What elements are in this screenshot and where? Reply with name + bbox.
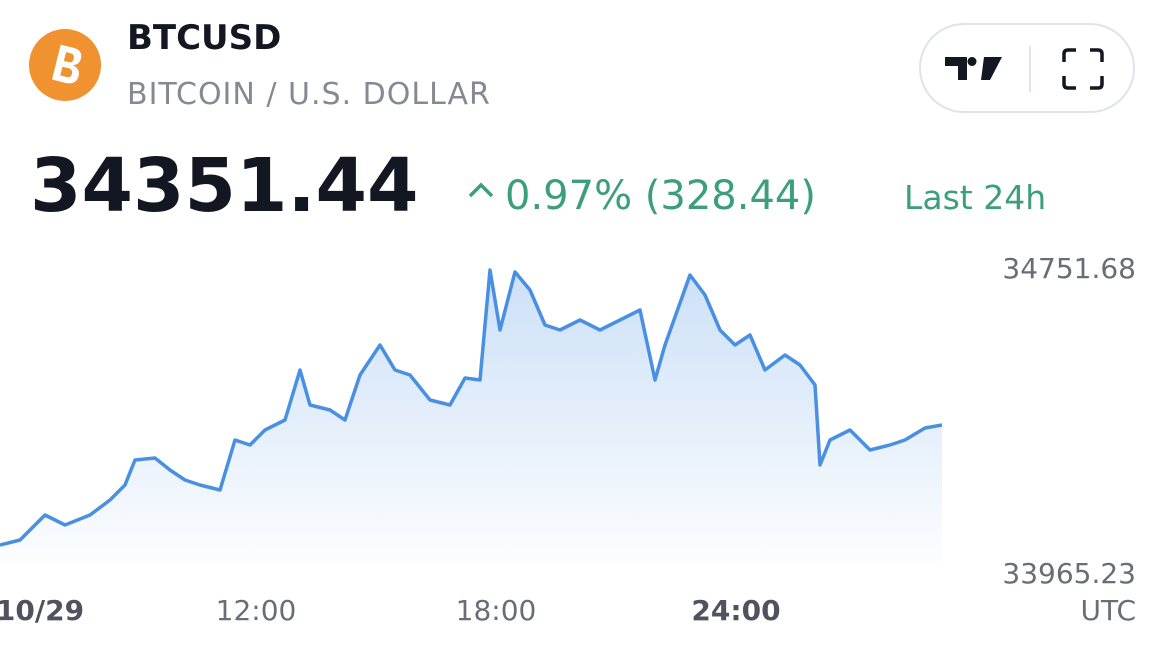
price-line — [0, 268, 943, 547]
up-caret — [468, 182, 494, 198]
fullscreen-button[interactable] — [1062, 48, 1104, 90]
coin-logo — [29, 29, 101, 101]
toolbar — [919, 23, 1135, 113]
change: 0.97% (328.44) — [505, 173, 816, 219]
price: 34351.44 — [30, 143, 419, 229]
timezone: UTC — [1080, 594, 1136, 627]
area-fill — [0, 270, 942, 561]
y-tick-label: 33965.23 — [1002, 557, 1136, 590]
y-tick-label: 34751.68 — [1002, 252, 1136, 285]
symbol-name: BITCOIN / U.S. DOLLAR — [127, 77, 491, 112]
plot: 33965.23 34751.68 10/29 12:00 18:00 24:00 — [0, 252, 1136, 627]
symbol: BTCUSD — [127, 18, 281, 58]
x-tick-label: 24:00 — [691, 594, 780, 627]
x-tick-label: 10/29 — [0, 594, 84, 627]
x-tick-label: 12:00 — [216, 594, 297, 627]
tradingview-button[interactable] — [945, 57, 1002, 80]
period: Last 24h — [904, 178, 1046, 217]
x-tick-label: 18:00 — [456, 594, 537, 627]
